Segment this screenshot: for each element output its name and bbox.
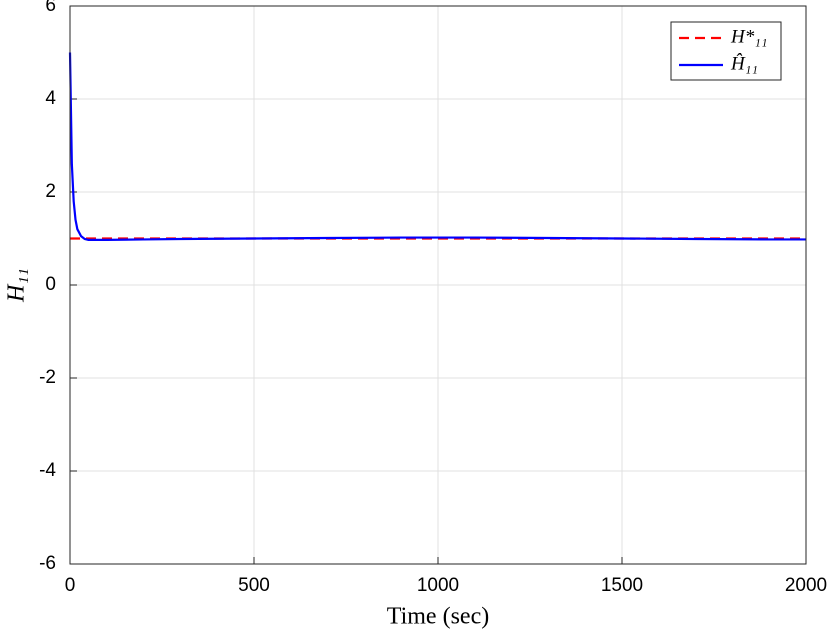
- y-axis-label: H₁₁: [4, 268, 30, 303]
- y-tick-label: 2: [45, 181, 56, 202]
- x-tick-label: 1000: [417, 575, 459, 596]
- y-tick-label: 6: [45, 0, 56, 16]
- plot-frame: [69, 5, 807, 565]
- y-tick-label: -4: [39, 460, 56, 481]
- x-tick-label: 1500: [601, 575, 643, 596]
- legend-box: [670, 21, 782, 81]
- legend-label: H*₁₁: [730, 26, 767, 47]
- x-tick-label: 500: [238, 575, 270, 596]
- x-tick-label: 0: [65, 575, 76, 596]
- x-tick-label: 2000: [785, 575, 827, 596]
- y-tick-label: 0: [45, 274, 56, 295]
- x-axis-label: Time (sec): [387, 604, 489, 630]
- series-line: [68, 52, 806, 241]
- y-tick-label: -6: [39, 553, 56, 574]
- y-tick-label: -2: [39, 367, 56, 388]
- legend: H*₁₁ Ĥ₁₁: [670, 21, 782, 81]
- legend-label: Ĥ₁₁: [730, 52, 758, 74]
- y-tick-label: 4: [45, 88, 56, 109]
